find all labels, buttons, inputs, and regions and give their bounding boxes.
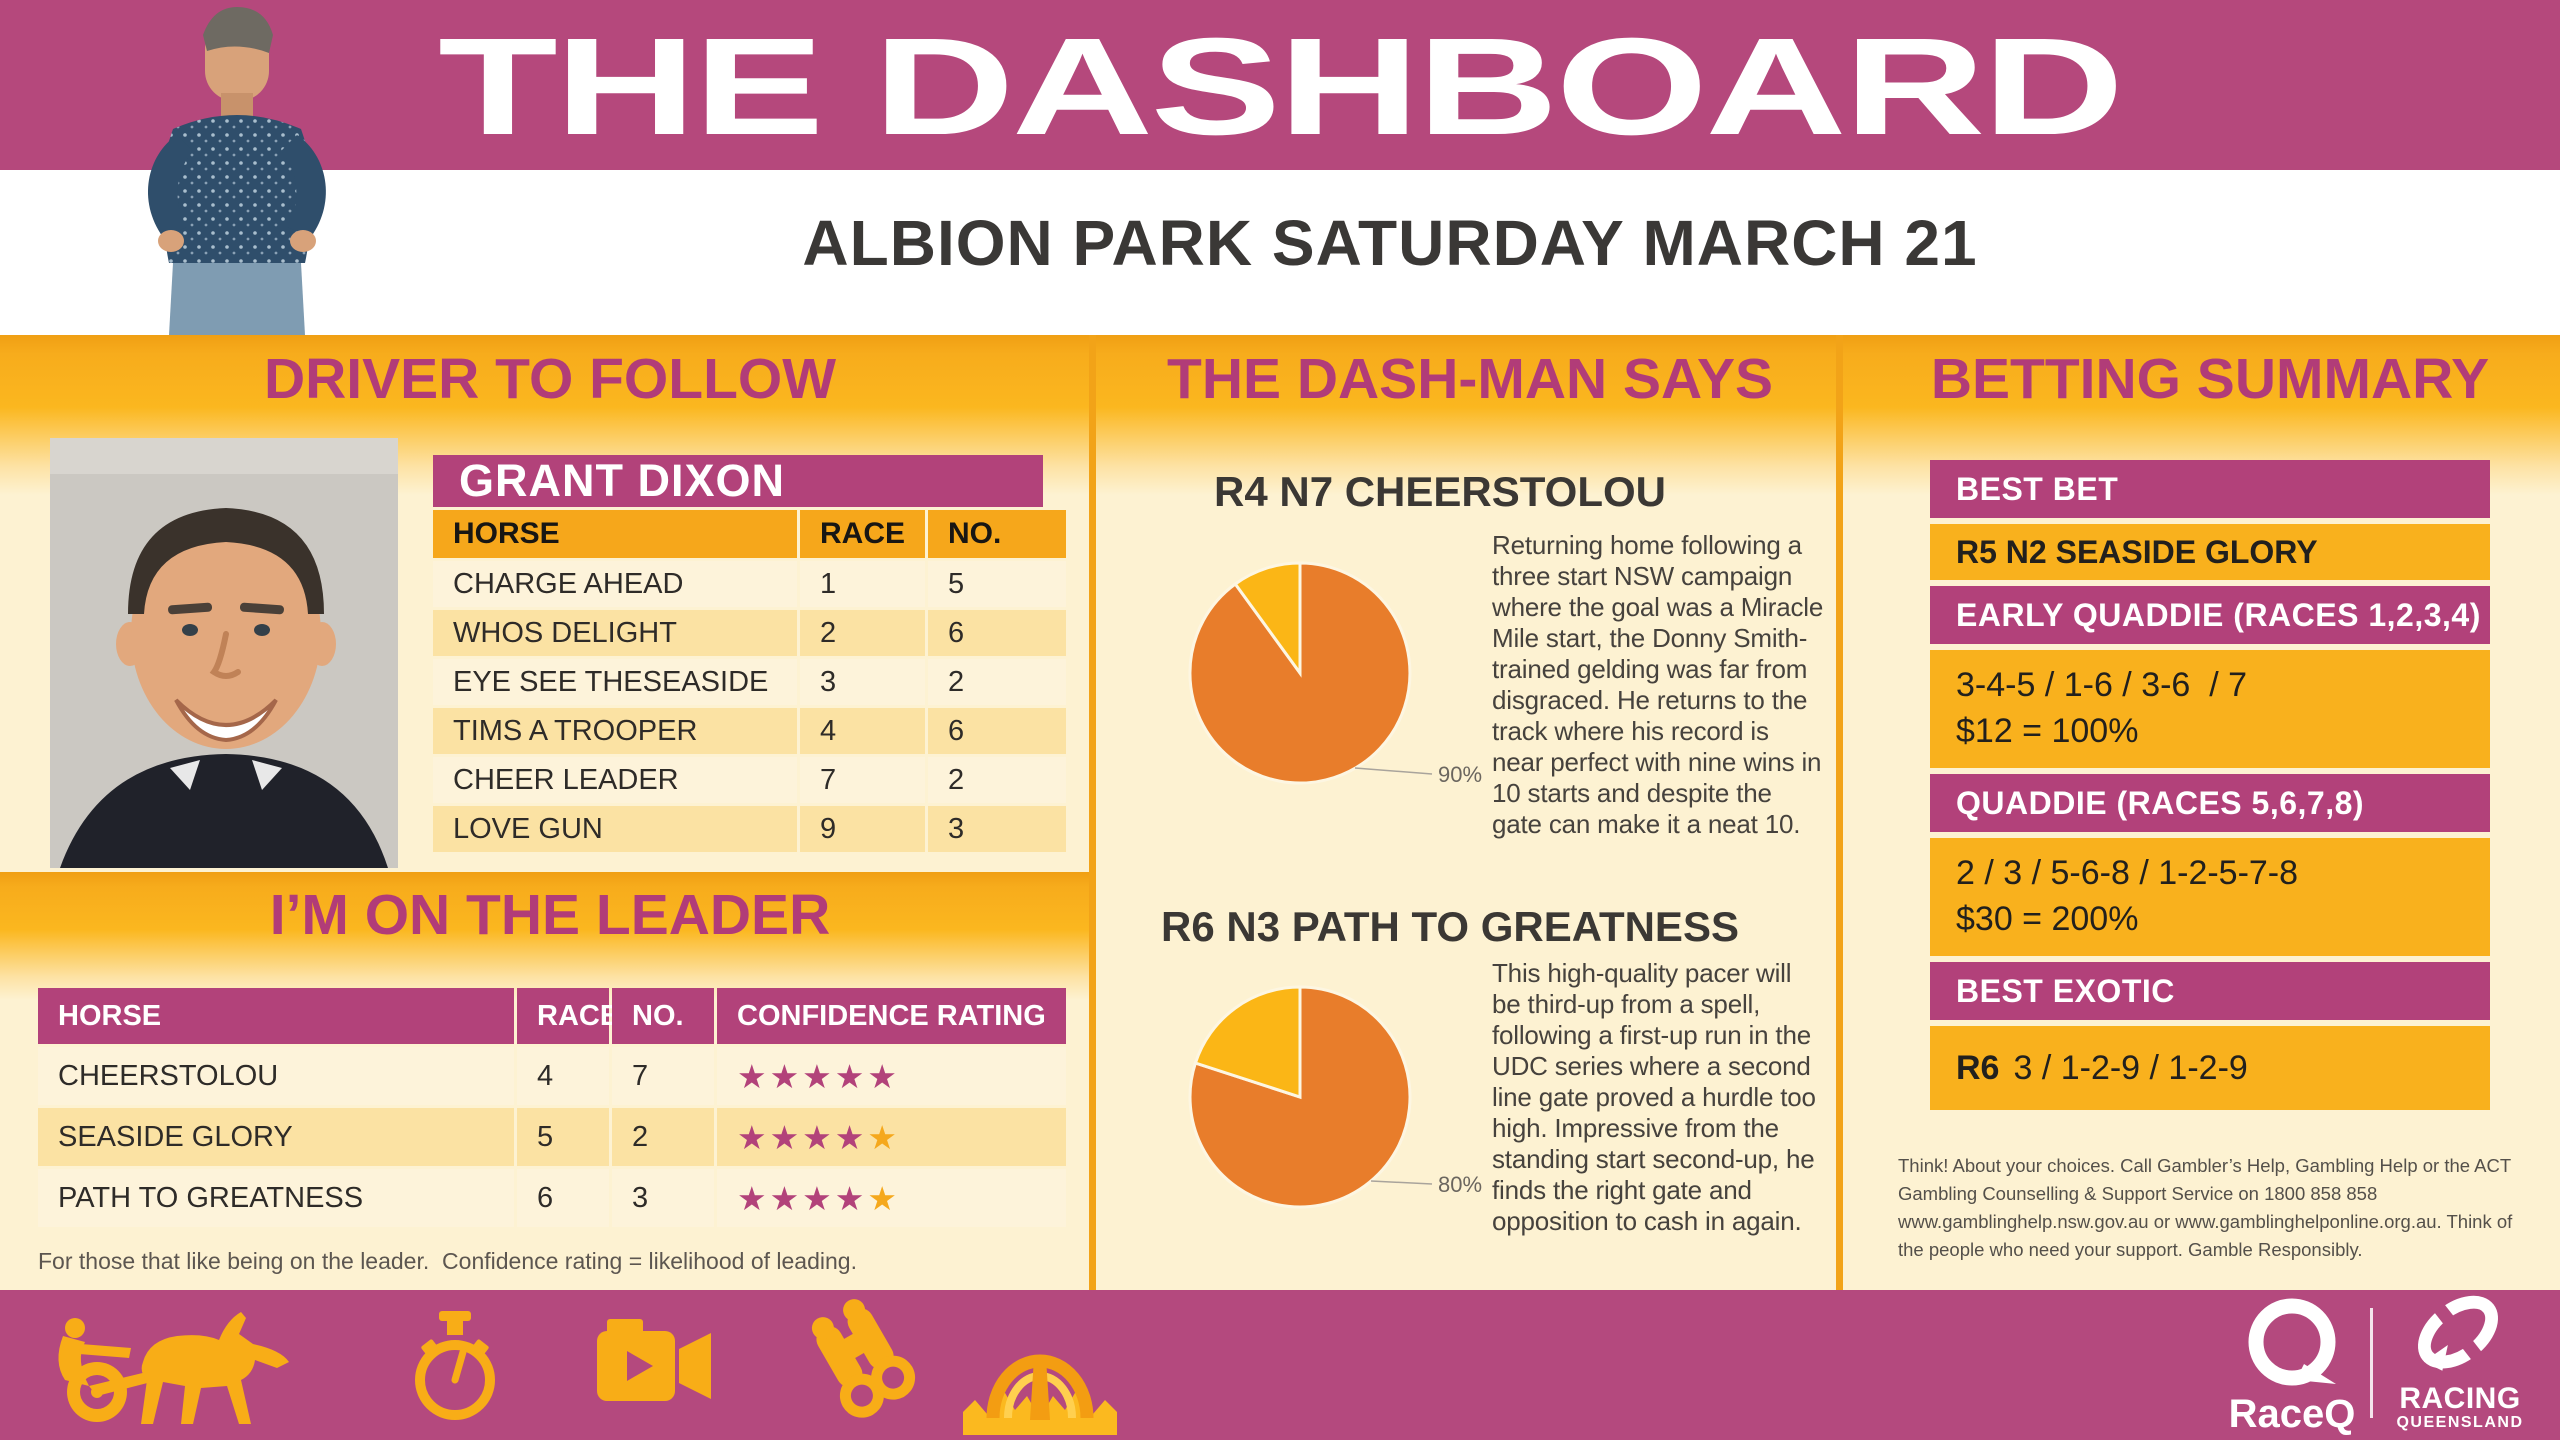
driver-to-follow-heading: DRIVER TO FOLLOW: [263, 347, 837, 411]
subtitle-band: [0, 170, 2560, 335]
best-exotic-selections: 3 / 1-2-9 / 1-2-9: [2013, 1048, 2248, 1087]
racing-queensland-logo-icon: [2417, 1295, 2499, 1371]
col-header-horse: HORSE: [38, 988, 514, 1044]
race-cell: 2: [800, 610, 925, 656]
header-band: [0, 0, 2560, 170]
no-cell: 2: [928, 757, 1066, 803]
early-quaddie-header: EARLY QUADDIE (RACES 1,2,3,4): [1930, 586, 2490, 644]
no-cell: 6: [928, 708, 1066, 754]
col-header-confidence: CONFIDENCE RATING: [717, 988, 1066, 1044]
no-cell: 6: [928, 610, 1066, 656]
stars-magenta: ★★★★: [737, 1118, 868, 1156]
pie-leader-line: [1354, 767, 1433, 775]
early-quaddie-value: 3-4-5 / 1-6 / 3-6 / 7 $12 = 100%: [1930, 650, 2490, 768]
no-cell: 3: [928, 806, 1066, 852]
col-header-horse: HORSE: [433, 510, 797, 558]
racing-queensland-label-2: QUEENSLAND: [2396, 1414, 2524, 1431]
best-exotic-race: R6: [1956, 1048, 2000, 1087]
leader-heading: I’M ON THE LEADER: [269, 883, 831, 947]
horse-cell: CHARGE AHEAD: [433, 561, 797, 607]
no-cell: 3: [612, 1169, 714, 1227]
race-cell: 4: [800, 708, 925, 754]
race-cell: 3: [800, 659, 925, 705]
stars-magenta: ★★★★: [737, 1179, 868, 1217]
quaddie-selections: 2 / 3 / 5-6-8 / 1-2-5-7-8: [1956, 854, 2299, 892]
quaddie-stake: $30 = 200%: [1956, 900, 2139, 938]
best-bet-header: BEST BET: [1930, 460, 2490, 518]
col-header-race: RACE: [800, 510, 925, 558]
stars-magenta: ★★★★★: [737, 1057, 900, 1095]
col-header-no: NO.: [928, 510, 1066, 558]
race-cell: 5: [517, 1108, 609, 1166]
no-cell: 2: [612, 1108, 714, 1166]
leader-table: HORSE RACE NO. CONFIDENCE RATING CHEERST…: [38, 988, 1066, 1227]
horse-cell: LOVE GUN: [433, 806, 797, 852]
star-gold: ★: [867, 1179, 900, 1217]
presenter-photo: [148, 7, 326, 335]
early-quaddie-stake: $12 = 100%: [1956, 712, 2139, 750]
tip-title: R6 N3 PATH TO GREATNESS: [1161, 903, 1739, 950]
early-quaddie-selections: 3-4-5 / 1-6 / 3-6 / 7: [1956, 666, 2248, 704]
col-header-no: NO.: [612, 988, 714, 1044]
horse-cell: CHEERSTOLOU: [38, 1047, 514, 1105]
horse-cell: PATH TO GREATNESS: [38, 1169, 514, 1227]
confidence-stars: ★★★★★: [717, 1169, 1066, 1227]
best-exotic-header: BEST EXOTIC: [1930, 962, 2490, 1020]
quaddie-header: QUADDIE (RACES 5,6,7,8): [1930, 774, 2490, 832]
leader-footnote: For those that like being on the leader.…: [38, 1248, 857, 1274]
horse-cell: CHEER LEADER: [433, 757, 797, 803]
race-cell: 1: [800, 561, 925, 607]
arch-bridge-icon: [963, 1354, 1117, 1435]
stopwatch-icon: [415, 1311, 495, 1420]
race-cell: 6: [517, 1169, 609, 1227]
raceq-logo-icon: [2248, 1298, 2336, 1386]
meeting-subtitle: ALBION PARK SATURDAY MARCH 21: [802, 207, 1978, 279]
video-camera-icon: [597, 1319, 711, 1401]
col-header-race: RACE: [517, 988, 619, 1044]
column-divider-left: [1089, 335, 1096, 1290]
race-cell: 9: [800, 806, 925, 852]
best-bet-value: R5 N2 SEASIDE GLORY: [1930, 524, 2490, 580]
page-title: THE DASHBOARD: [0, 0, 2560, 174]
page-title-text: THE DASHBOARD: [438, 9, 2124, 164]
pie-leader-line: [1370, 1180, 1433, 1185]
pie-chart-cheerstolou: 90%: [1188, 561, 1482, 787]
confidence-stars: ★★★★★: [717, 1108, 1066, 1166]
horse-cell: WHOS DELIGHT: [433, 610, 797, 656]
tip-text: This high-quality pacer will be third-up…: [1492, 958, 1816, 1236]
no-cell: 5: [928, 561, 1066, 607]
race-cell: 7: [800, 757, 925, 803]
pie-percent-label: 90%: [1438, 762, 1482, 787]
star-gold: ★: [867, 1118, 900, 1156]
horse-cell: TIMS A TROOPER: [433, 708, 797, 754]
pie-percent-label: 80%: [1438, 1172, 1482, 1197]
driver-name-bar: GRANT DIXON: [433, 455, 1043, 507]
best-exotic-value: R6 3 / 1-2-9 / 1-2-9: [1930, 1026, 2490, 1110]
logo-divider: [2370, 1308, 2373, 1418]
horse-cell: SEASIDE GLORY: [38, 1108, 514, 1166]
driver-photo: [50, 438, 398, 868]
tip-title: R4 N7 CHEERSTOLOU: [1214, 468, 1666, 515]
binoculars-icon: [811, 1299, 916, 1418]
driver-table: HORSE RACE NO. CHARGE AHEAD 1 5 WHOS DEL…: [433, 510, 1066, 852]
pie-chart-path-to-greatness: 80%: [1188, 985, 1482, 1209]
no-cell: 2: [928, 659, 1066, 705]
racing-queensland-label-1: RACING: [2399, 1382, 2521, 1415]
harness-racing-icon: [58, 1312, 289, 1424]
dash-man-says-heading: THE DASH-MAN SAYS: [1167, 347, 1773, 411]
horse-cell: EYE SEE THESEASIDE: [433, 659, 797, 705]
quaddie-value: 2 / 3 / 5-6-8 / 1-2-5-7-8 $30 = 200%: [1930, 838, 2490, 956]
gambling-disclaimer: Think! About your choices. Call Gambler’…: [1898, 1155, 2513, 1260]
column-divider-right: [1836, 335, 1843, 1290]
footer-band: [0, 1290, 2560, 1440]
betting-summary-list: BEST BET R5 N2 SEASIDE GLORY EARLY QUADD…: [1930, 460, 2490, 1110]
tip-text: Returning home following a three start N…: [1492, 530, 1824, 839]
raceq-logo-label: RaceQ: [2228, 1392, 2356, 1436]
confidence-stars: ★★★★★: [717, 1047, 1066, 1105]
race-cell: 4: [517, 1047, 609, 1105]
betting-summary-heading: BETTING SUMMARY: [1930, 347, 2490, 411]
leader-section-band: [0, 872, 1089, 1000]
no-cell: 7: [612, 1047, 714, 1105]
